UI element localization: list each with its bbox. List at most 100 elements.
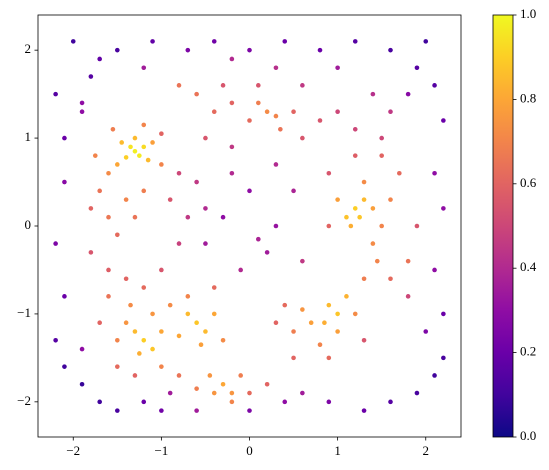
- y-tick-label: −1: [17, 305, 31, 320]
- scatter-point: [128, 144, 133, 150]
- colorbar-tick-label: 0.4: [520, 259, 537, 274]
- scatter-point: [379, 223, 384, 229]
- scatter-point: [256, 236, 261, 242]
- scatter-point: [405, 258, 411, 264]
- scatter-point: [185, 311, 191, 317]
- scatter-point: [300, 83, 305, 88]
- scatter-point: [123, 197, 129, 202]
- scatter-point: [300, 135, 305, 141]
- scatter-point: [132, 373, 138, 378]
- scatter-point: [110, 126, 116, 132]
- scatter-point: [414, 65, 420, 71]
- scatter-point: [176, 241, 182, 246]
- scatter-point: [115, 364, 120, 369]
- scatter-point: [203, 206, 208, 211]
- scatter-point: [441, 206, 446, 211]
- scatter-point: [159, 364, 164, 369]
- scatter-point: [132, 329, 138, 334]
- scatter-point: [141, 65, 147, 71]
- colorbar-tick-label: 0.8: [520, 90, 536, 105]
- scatter-point: [273, 223, 279, 229]
- scatter-point: [115, 162, 120, 167]
- x-tick-label: 0: [246, 443, 253, 458]
- scatter-point: [388, 197, 393, 202]
- scatter-point: [291, 188, 296, 194]
- colorbar-tick-label: 0.0: [520, 428, 536, 443]
- scatter-point: [119, 140, 125, 145]
- scatter-point: [247, 390, 252, 396]
- scatter-point: [423, 329, 429, 334]
- y-tick-label: 1: [25, 129, 32, 144]
- scatter-point: [203, 329, 208, 334]
- scatter-point: [335, 65, 340, 71]
- scatter-point: [141, 399, 147, 405]
- scatter-point: [326, 302, 332, 308]
- scatter-point: [379, 153, 384, 158]
- scatter-point: [300, 307, 305, 312]
- scatter-point: [176, 170, 182, 176]
- scatter-point: [335, 311, 340, 317]
- scatter-point: [370, 241, 376, 246]
- scatter-point: [220, 337, 226, 343]
- scatter-point: [326, 355, 332, 361]
- scatter-point: [247, 47, 252, 53]
- scatter-point: [53, 91, 58, 97]
- scatter-point: [405, 91, 411, 97]
- scatter-point: [207, 373, 213, 378]
- scatter-point: [361, 179, 367, 185]
- scatter-point: [159, 329, 164, 334]
- scatter-point: [198, 342, 204, 347]
- scatter-point: [379, 135, 384, 141]
- scatter-point: [185, 214, 191, 220]
- scatter-point: [194, 408, 199, 413]
- scatter-point: [282, 302, 288, 308]
- colorbar-tick-label: 1.0: [520, 6, 536, 21]
- scatter-point: [357, 214, 362, 220]
- scatter-point: [370, 206, 376, 211]
- scatter-point: [141, 144, 147, 150]
- scatter-point: [414, 223, 420, 229]
- x-tick-label: 1: [334, 443, 341, 458]
- scatter-point: [167, 197, 173, 202]
- scatter-point: [115, 232, 120, 238]
- scatter-point: [300, 390, 305, 396]
- scatter-point: [264, 250, 270, 255]
- scatter-point: [79, 100, 85, 106]
- scatter-point: [132, 148, 138, 154]
- x-tick-label: 2: [423, 443, 430, 458]
- scatter-point: [79, 381, 85, 387]
- scatter-point: [88, 250, 94, 255]
- scatter-point: [238, 267, 243, 273]
- scatter-point: [352, 126, 358, 132]
- scatter-point: [348, 223, 354, 229]
- scatter-point: [229, 170, 235, 176]
- scatter-point: [194, 179, 199, 185]
- scatter-point: [220, 214, 226, 220]
- scatter-point: [106, 294, 111, 299]
- scatter-point: [273, 320, 279, 326]
- scatter-point: [256, 83, 261, 88]
- scatter-point: [106, 267, 111, 273]
- scatter-point: [273, 162, 279, 167]
- scatter-point: [432, 83, 437, 88]
- scatter-point: [62, 294, 67, 299]
- scatter-point: [145, 157, 151, 163]
- scatter-point: [335, 329, 340, 334]
- scatter-point: [247, 188, 252, 194]
- y-tick-label: −2: [17, 393, 31, 408]
- scatter-point: [405, 294, 411, 299]
- scatter-point: [167, 390, 173, 396]
- scatter-point: [229, 390, 235, 396]
- y-tick-label: 0: [25, 217, 32, 232]
- scatter-point: [176, 373, 182, 378]
- scatter-point: [97, 188, 102, 194]
- scatter-point: [388, 109, 393, 115]
- scatter-point: [370, 91, 376, 97]
- scatter-point: [194, 386, 199, 391]
- scatter-point: [300, 258, 305, 264]
- scatter-point: [137, 351, 142, 356]
- scatter-point: [123, 320, 129, 326]
- scatter-point: [159, 131, 164, 136]
- scatter-point: [123, 155, 129, 160]
